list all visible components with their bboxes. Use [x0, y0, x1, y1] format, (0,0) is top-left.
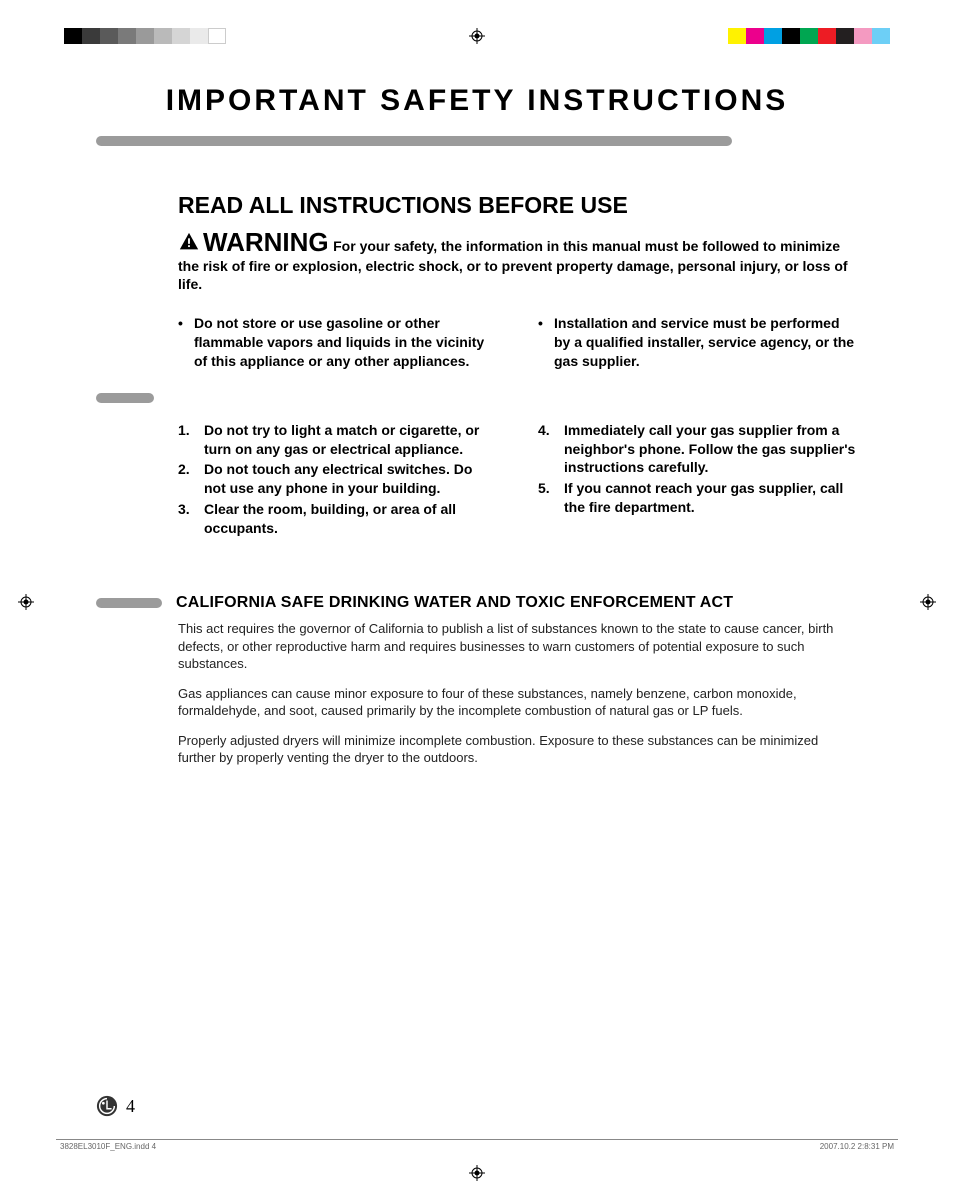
step-item: 4.Immediately call your gas supplier fro…	[538, 421, 858, 478]
footer-timestamp: 2007.10.2 2:8:31 PM	[820, 1142, 894, 1151]
step-text: Do not touch any electrical switches. Do…	[204, 460, 498, 498]
bullet-item: •Installation and service must be perfor…	[538, 314, 858, 371]
lg-logo-icon	[96, 1095, 118, 1117]
bullet-columns: •Do not store or use gasoline or other f…	[178, 314, 858, 371]
footer-bar: 3828EL3010F_ENG.indd 4 2007.10.2 2:8:31 …	[56, 1139, 898, 1155]
step-item: 3.Clear the room, building, or area of a…	[178, 500, 498, 538]
step-text: Immediately call your gas supplier from …	[564, 421, 858, 478]
steps-columns: 1.Do not try to light a match or cigaret…	[178, 421, 858, 540]
body-paragraph: Gas appliances can cause minor exposure …	[178, 685, 858, 720]
color-bar-left	[64, 28, 226, 44]
read-all-title: READ ALL INSTRUCTIONS BEFORE USE	[178, 192, 858, 219]
step-text: Do not try to light a match or cigarette…	[204, 421, 498, 459]
section-title: CALIFORNIA SAFE DRINKING WATER AND TOXIC…	[176, 594, 733, 612]
page-title: IMPORTANT SAFETY INSTRUCTIONS	[96, 84, 858, 118]
page-number: 4	[126, 1096, 135, 1117]
bullet-text: Do not store or use gasoline or other fl…	[194, 314, 498, 371]
body-paragraph: Properly adjusted dryers will minimize i…	[178, 732, 858, 767]
registration-mark-icon	[469, 28, 485, 44]
divider-pill	[96, 393, 154, 403]
section-header-row: CALIFORNIA SAFE DRINKING WATER AND TOXIC…	[96, 594, 858, 612]
step-text: Clear the room, building, or area of all…	[204, 500, 498, 538]
warning-icon	[178, 231, 200, 253]
bullet-item: •Do not store or use gasoline or other f…	[178, 314, 498, 371]
bullet-text: Installation and service must be perform…	[554, 314, 858, 371]
registration-mark-icon	[18, 594, 34, 610]
footer-filename: 3828EL3010F_ENG.indd 4	[60, 1142, 156, 1151]
step-item: 1.Do not try to light a match or cigaret…	[178, 421, 498, 459]
warning-label: WARNING	[203, 227, 329, 257]
registration-mark-icon	[469, 1165, 485, 1181]
registration-mark-icon	[920, 594, 936, 610]
step-item: 5.If you cannot reach your gas supplier,…	[538, 479, 858, 517]
step-item: 2.Do not touch any electrical switches. …	[178, 460, 498, 498]
section-pill	[96, 598, 162, 608]
page-number-block: 4	[96, 1095, 135, 1117]
color-bar-right	[728, 28, 890, 44]
step-text: If you cannot reach your gas supplier, c…	[564, 479, 858, 517]
body-paragraph: This act requires the governor of Califo…	[178, 620, 858, 673]
title-rule	[96, 136, 732, 146]
warning-row: WARNING For your safety, the information…	[178, 227, 858, 294]
page-content: IMPORTANT SAFETY INSTRUCTIONS READ ALL I…	[96, 80, 858, 1123]
